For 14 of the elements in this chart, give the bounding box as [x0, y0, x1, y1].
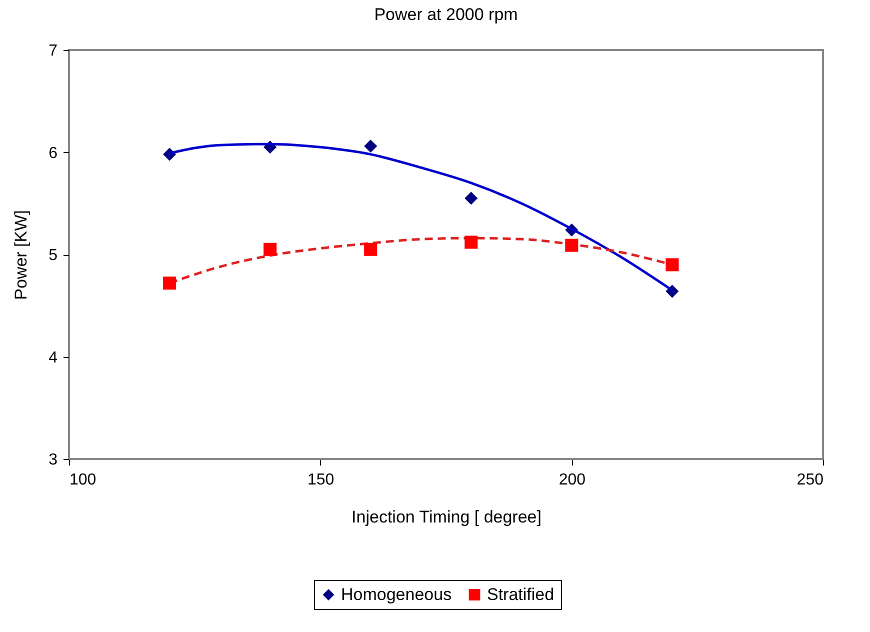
x-tick-label: 150 [307, 472, 334, 488]
y-tick-label: 3 [48, 452, 58, 468]
y-tick-label: 4 [48, 349, 58, 366]
y-tick-label: 6 [48, 144, 58, 162]
legend-label: Homogeneous [341, 584, 452, 604]
x-tick-label: 100 [70, 472, 96, 488]
x-tick-label: 250 [796, 472, 824, 488]
x-tick-label: 200 [558, 472, 586, 488]
legend-label: Stratified [487, 584, 554, 604]
chart-title: Power at 2000 rpm [374, 5, 518, 24]
y-tick-label: 7 [48, 42, 58, 60]
x-axis-title: Injection Timing [ degree] [352, 508, 542, 526]
y-axis-title: Power [KW] [12, 210, 31, 300]
y-tick-label: 5 [48, 247, 58, 264]
